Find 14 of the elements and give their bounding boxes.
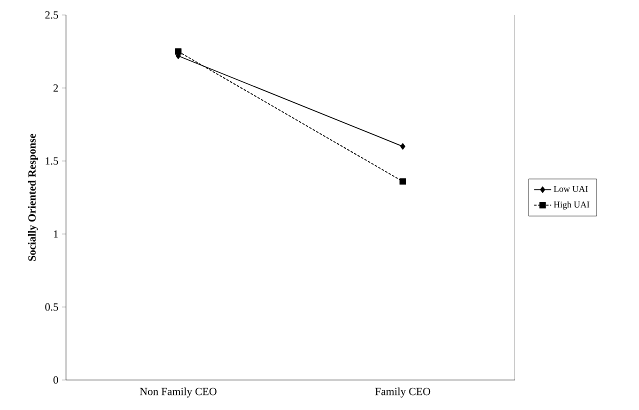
y-tick-label: 0 (53, 376, 58, 384)
y-axis-title: Socially Oriented Response (28, 134, 38, 261)
legend-label: High UAI (554, 201, 590, 210)
y-tick-label: 0.5 (45, 303, 58, 311)
legend-label: Low UAI (554, 186, 588, 192)
x-tick-label: Non Family CEO (140, 388, 216, 398)
y-tick-label: 1.5 (46, 157, 58, 165)
x-tick-label: Family CEO (375, 388, 430, 398)
point (175, 48, 182, 55)
y-tick-label: 2.5 (45, 11, 58, 19)
y-tick-label: 1 (54, 230, 58, 238)
point (400, 143, 406, 150)
y-tick-label: 2 (54, 84, 58, 92)
point (400, 178, 406, 185)
